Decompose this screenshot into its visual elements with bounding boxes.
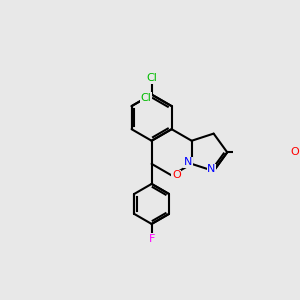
Text: Cl: Cl bbox=[141, 93, 152, 103]
Text: F: F bbox=[148, 234, 155, 244]
Text: O: O bbox=[291, 147, 299, 157]
Text: N: N bbox=[184, 157, 192, 167]
Text: O: O bbox=[172, 170, 181, 180]
Text: N: N bbox=[207, 164, 215, 175]
Text: Cl: Cl bbox=[146, 73, 157, 83]
